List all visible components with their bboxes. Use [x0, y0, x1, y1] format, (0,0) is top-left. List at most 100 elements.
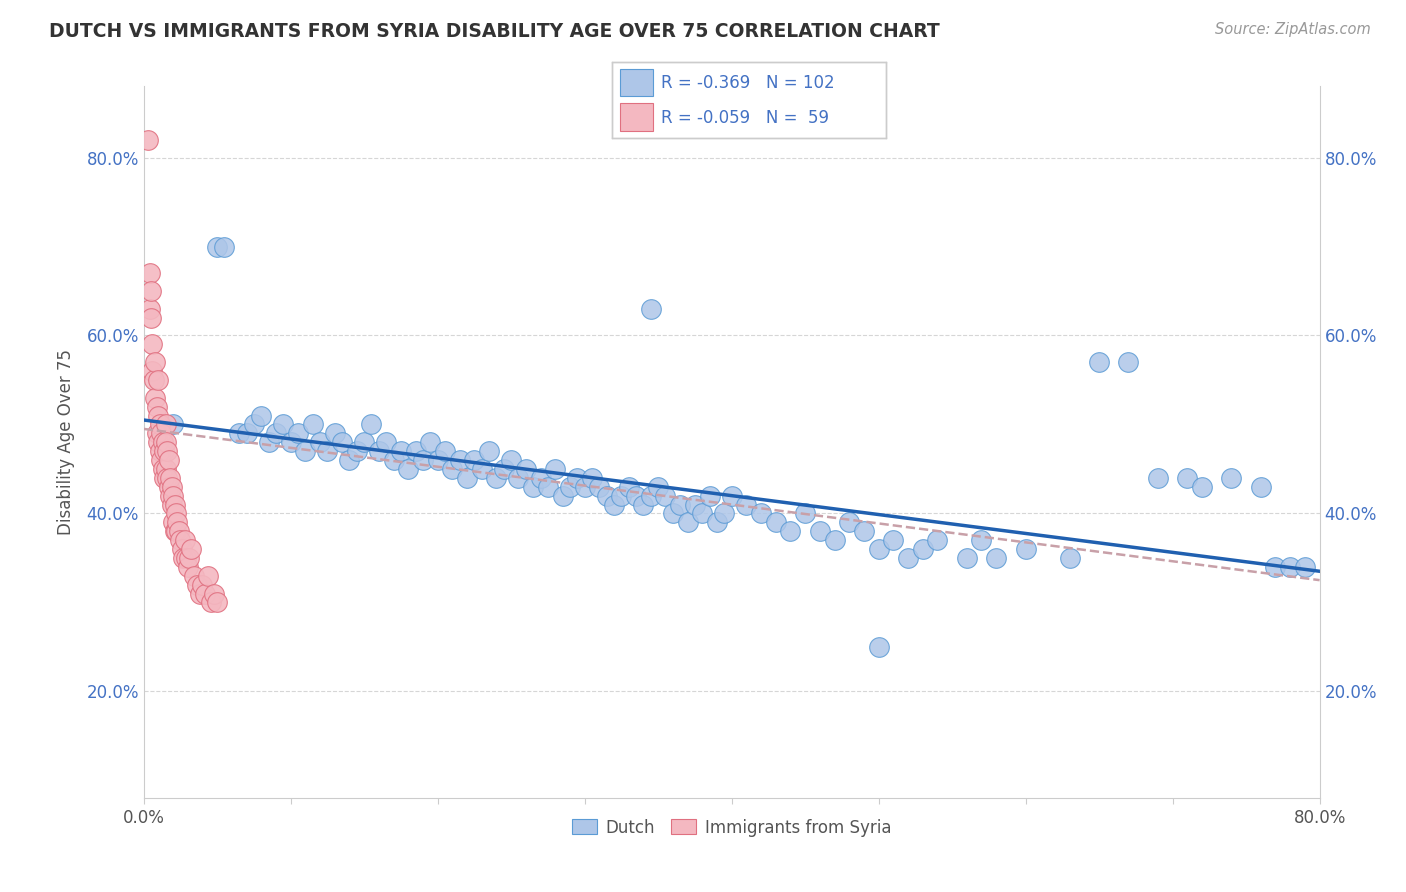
- Point: [558, 480, 581, 494]
- Point: [156, 471, 179, 485]
- Point: [169, 533, 191, 548]
- Point: [897, 550, 920, 565]
- Point: [152, 435, 174, 450]
- Point: [160, 498, 183, 512]
- Point: [172, 550, 194, 565]
- Point: [179, 550, 201, 565]
- Point: [323, 426, 346, 441]
- Point: [301, 417, 323, 432]
- Point: [551, 489, 574, 503]
- Point: [159, 489, 181, 503]
- Point: [149, 444, 172, 458]
- FancyBboxPatch shape: [620, 103, 652, 130]
- Point: [264, 426, 287, 441]
- Point: [1014, 541, 1036, 556]
- Point: [156, 444, 179, 458]
- Point: [1250, 480, 1272, 494]
- FancyBboxPatch shape: [620, 69, 652, 95]
- Point: [166, 516, 188, 530]
- Point: [456, 471, 478, 485]
- Point: [330, 435, 353, 450]
- Point: [463, 453, 485, 467]
- Point: [986, 550, 1008, 565]
- Point: [610, 489, 633, 503]
- Point: [197, 568, 219, 582]
- Point: [150, 453, 173, 467]
- Point: [433, 444, 456, 458]
- Point: [367, 444, 389, 458]
- Point: [485, 471, 508, 485]
- Point: [173, 533, 195, 548]
- Point: [426, 453, 449, 467]
- Point: [287, 426, 309, 441]
- Point: [180, 541, 202, 556]
- Point: [163, 524, 186, 539]
- Point: [690, 507, 713, 521]
- Point: [581, 471, 603, 485]
- Point: [280, 435, 302, 450]
- Point: [257, 435, 280, 450]
- Point: [868, 541, 890, 556]
- Point: [139, 310, 162, 325]
- Point: [662, 507, 685, 521]
- Point: [148, 435, 170, 450]
- Point: [228, 426, 250, 441]
- Point: [152, 462, 174, 476]
- Point: [699, 489, 721, 503]
- Point: [669, 498, 692, 512]
- Point: [1294, 559, 1316, 574]
- Point: [243, 417, 266, 432]
- Point: [617, 480, 640, 494]
- Point: [200, 595, 222, 609]
- Point: [676, 516, 699, 530]
- Point: [574, 480, 596, 494]
- Point: [141, 364, 163, 378]
- Point: [157, 480, 180, 494]
- Point: [508, 471, 530, 485]
- Point: [148, 373, 170, 387]
- Point: [779, 524, 801, 539]
- Point: [316, 444, 339, 458]
- Point: [624, 489, 647, 503]
- Point: [146, 426, 169, 441]
- Point: [167, 524, 190, 539]
- Point: [339, 453, 361, 467]
- Point: [927, 533, 949, 548]
- Point: [640, 489, 662, 503]
- Point: [309, 435, 332, 450]
- Point: [271, 417, 294, 432]
- Point: [824, 533, 846, 548]
- Point: [205, 239, 228, 253]
- Point: [214, 239, 236, 253]
- Point: [138, 266, 160, 280]
- Point: [170, 541, 193, 556]
- Point: [808, 524, 831, 539]
- Point: [162, 516, 184, 530]
- Point: [160, 480, 183, 494]
- Point: [603, 498, 626, 512]
- Point: [956, 550, 979, 565]
- Point: [183, 568, 205, 582]
- Point: [162, 417, 184, 432]
- Point: [174, 550, 197, 565]
- Point: [149, 417, 172, 432]
- Point: [449, 453, 471, 467]
- Point: [1175, 471, 1198, 485]
- Point: [852, 524, 875, 539]
- Point: [911, 541, 934, 556]
- Point: [396, 462, 419, 476]
- Point: [136, 133, 159, 147]
- Point: [720, 489, 742, 503]
- Point: [567, 471, 589, 485]
- Point: [145, 391, 167, 405]
- Point: [191, 577, 214, 591]
- Point: [749, 507, 772, 521]
- Point: [537, 480, 560, 494]
- Point: [141, 337, 163, 351]
- Y-axis label: Disability Age Over 75: Disability Age Over 75: [58, 350, 75, 535]
- Point: [177, 559, 200, 574]
- Point: [346, 444, 368, 458]
- Legend: Dutch, Immigrants from Syria: Dutch, Immigrants from Syria: [565, 812, 898, 843]
- Point: [1279, 559, 1302, 574]
- Point: [654, 489, 676, 503]
